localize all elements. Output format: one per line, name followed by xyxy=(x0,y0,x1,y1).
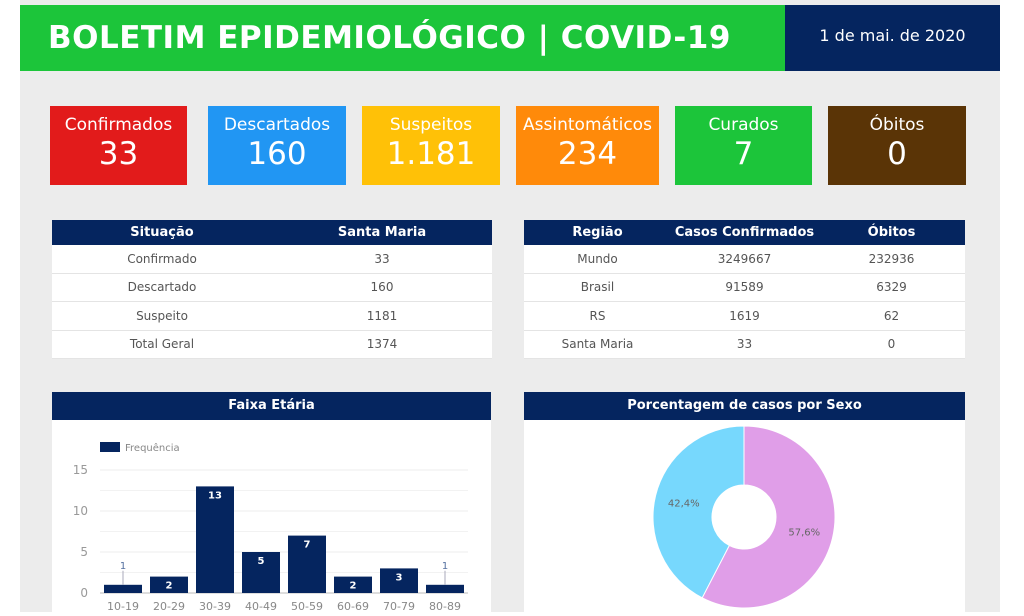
x-tick-label: 50-59 xyxy=(291,600,323,612)
x-tick-label: 60-69 xyxy=(337,600,369,612)
bar-value-label: 7 xyxy=(304,540,311,551)
table-cell: 33 xyxy=(374,251,390,266)
stat-label: Assintomáticos xyxy=(523,115,652,135)
x-tick-label: 30-39 xyxy=(199,600,231,612)
y-tick-label: 15 xyxy=(73,463,88,477)
slice-label: 57,6% xyxy=(788,528,820,539)
table-row: Santa Maria 33 0 xyxy=(524,331,965,359)
x-tick-label: 20-29 xyxy=(153,600,185,612)
stat-card-suspeitos: Suspeitos 1.181 xyxy=(362,106,500,185)
table-cell: Total Geral xyxy=(129,337,195,352)
stat-value: 0 xyxy=(887,136,907,172)
x-tick-label: 10-19 xyxy=(107,600,139,612)
table-cell: 3249667 xyxy=(717,251,772,266)
bar-value-label: 1 xyxy=(120,561,126,572)
stat-value: 234 xyxy=(557,136,618,172)
table-cell: Santa Maria xyxy=(561,337,634,352)
stat-label: Descartados xyxy=(223,115,331,135)
table-cell: 1181 xyxy=(366,308,398,323)
legend-label: Frequência xyxy=(125,442,180,454)
stat-label: Óbitos xyxy=(869,115,925,135)
table-cell: 33 xyxy=(736,337,753,352)
situation-table: Situação Santa Maria Confirmado 33 Descarta… xyxy=(52,220,492,359)
bar-50-59 xyxy=(288,535,326,593)
table-row: Suspeito 1181 xyxy=(52,302,492,331)
x-tick-label: 40-49 xyxy=(245,600,277,612)
table-cell: 91589 xyxy=(725,280,764,295)
bar-value-label: 3 xyxy=(396,572,403,583)
region-table: Região Casos Confirmados Óbitos Mundo 32496… xyxy=(524,220,965,359)
stat-card-curados: Curados 7 xyxy=(675,106,812,185)
table-cell: Descartado xyxy=(127,280,197,295)
x-tick-label: 80-89 xyxy=(429,600,461,612)
stat-card-descartados: Descartados 160 xyxy=(208,106,346,185)
stat-card-assintomáticos: Assintomáticos 234 xyxy=(516,106,659,185)
stat-value: 33 xyxy=(98,136,139,172)
table-header: Situação Santa Maria xyxy=(52,220,492,245)
bar-80-89 xyxy=(426,584,464,593)
stat-label: Confirmados xyxy=(64,115,173,135)
y-tick-label: 10 xyxy=(73,504,88,518)
table-cell: 1619 xyxy=(729,308,760,323)
report-date: 1 de mai. de 2020 xyxy=(785,5,1000,71)
table-cell: 232936 xyxy=(868,251,915,266)
table-cell: 6329 xyxy=(876,280,907,295)
stat-value: 160 xyxy=(247,136,307,172)
legend-swatch xyxy=(100,442,120,452)
bar-60-69 xyxy=(334,576,372,593)
table-cell: 62 xyxy=(883,308,900,323)
stat-label: Curados xyxy=(708,115,779,135)
table-row: Confirmado 33 xyxy=(52,245,492,274)
stat-value: 1.181 xyxy=(386,136,476,172)
stat-value: 7 xyxy=(733,136,754,172)
table-cell: RS xyxy=(589,308,606,323)
bar-30-39 xyxy=(196,486,234,593)
bar-value-label: 2 xyxy=(166,581,173,592)
table-row: Total Geral 1374 xyxy=(52,331,492,359)
slice-label: 42,4% xyxy=(668,498,700,509)
sex-chart-panel: Porcentagem de casos por Sexo 57,6% 42,4% xyxy=(524,392,965,612)
table-cell: 0 xyxy=(887,337,896,352)
y-tick-label: 0 xyxy=(80,586,88,600)
table-header: Região Casos Confirmados Óbitos xyxy=(524,220,965,245)
bar-value-label: 2 xyxy=(350,581,357,592)
bar-40-49 xyxy=(242,552,280,593)
table-row: Mundo 3249667 232936 xyxy=(524,245,965,274)
sex-donut-chart: 57,6% 42,4% xyxy=(652,425,836,609)
age-bar-chart: Frequência051015110-19220-291330-39540-4… xyxy=(73,442,468,613)
table-cell: Mundo xyxy=(577,251,618,266)
table-cell: 160 xyxy=(370,280,394,295)
bar-70-79 xyxy=(380,568,418,593)
age-chart-panel: Faixa Etária Frequência 0 5 10 15 1 10-19 2 20-2… xyxy=(52,392,491,613)
y-tick-label: 5 xyxy=(80,545,88,559)
bar-20-29 xyxy=(150,576,188,593)
bar-value-label: 13 xyxy=(208,490,222,501)
bar-value-label: 5 xyxy=(258,556,265,567)
table-cell: 1374 xyxy=(366,337,398,352)
table-cell: Suspeito xyxy=(136,308,188,323)
table-cell: Brasil xyxy=(580,280,615,295)
table-row: Descartado 160 xyxy=(52,274,492,302)
stat-card-óbitos: Óbitos 0 xyxy=(828,106,966,185)
chart-title: Porcentagem de casos por Sexo xyxy=(524,392,965,420)
stat-label: Suspeitos xyxy=(389,115,473,135)
stat-card-confirmados: Confirmados 33 xyxy=(50,106,187,185)
chart-title: Faixa Etária xyxy=(52,392,491,420)
bar-10-19 xyxy=(104,584,142,593)
x-tick-label: 70-79 xyxy=(383,600,415,612)
table-row: Brasil 91589 6329 xyxy=(524,274,965,302)
slice-0 xyxy=(701,425,836,609)
table-row: RS 1619 62 xyxy=(524,302,965,331)
table-cell: Confirmado xyxy=(127,251,197,266)
bar-value-label: 1 xyxy=(442,561,448,572)
page-title: BOLETIM EPIDEMIOLÓGICO | COVID-19 xyxy=(20,5,785,71)
slice-1 xyxy=(652,425,745,599)
